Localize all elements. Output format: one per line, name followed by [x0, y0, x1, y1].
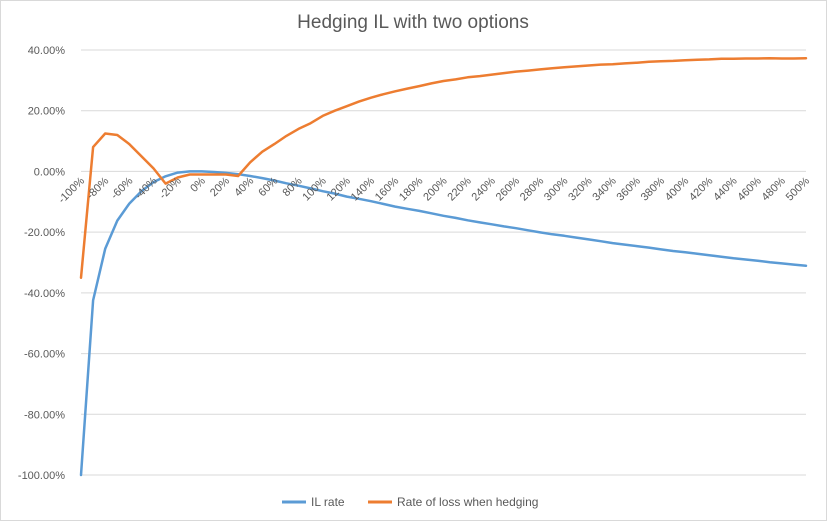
x-tick-label: 120%	[325, 175, 354, 204]
y-tick-label: -100.00%	[18, 470, 65, 482]
x-tick-label: -40%	[133, 175, 160, 202]
legend: IL rate Rate of loss when hedging	[282, 495, 538, 509]
x-tick-label: 500%	[784, 175, 813, 204]
series-line-rate-of-loss	[79, 56, 808, 279]
x-tick-label: 280%	[518, 175, 547, 204]
x-tick-label: 380%	[639, 175, 668, 204]
legend-label-rate-of-loss: Rate of loss when hedging	[397, 495, 538, 509]
y-tick-label: -40.00%	[24, 288, 65, 300]
x-tick-label: -60%	[109, 175, 136, 202]
y-tick-label: -80.00%	[24, 409, 65, 421]
y-tick-label: 20.00%	[28, 106, 66, 118]
x-tick-label: 160%	[373, 175, 402, 204]
x-tick-label: 480%	[760, 175, 789, 204]
x-tick-label: 360%	[615, 175, 644, 204]
y-tick-label: 0.00%	[34, 166, 65, 178]
x-tick-label: 460%	[735, 175, 764, 204]
series-lines	[79, 56, 808, 477]
x-tick-label: 40%	[232, 175, 256, 199]
y-tick-label: -20.00%	[24, 227, 65, 239]
y-tick-label: 40.00%	[28, 45, 66, 57]
x-tick-label: 260%	[494, 175, 523, 204]
series-line-il-rate	[79, 170, 808, 477]
y-tick-label: -60.00%	[24, 349, 65, 361]
gridlines	[81, 49, 806, 476]
x-tick-label: 0%	[188, 175, 208, 195]
x-tick-label: 240%	[470, 175, 499, 204]
x-tick-label: 440%	[711, 175, 740, 204]
x-tick-label: 400%	[663, 175, 692, 204]
x-tick-label: -100%	[56, 175, 87, 206]
x-tick-label: 20%	[208, 175, 232, 199]
chart-title: Hedging IL with two options	[297, 12, 529, 33]
x-tick-label: 220%	[445, 175, 474, 204]
x-tick-label: 340%	[590, 175, 619, 204]
x-tick-label: 420%	[687, 175, 716, 204]
x-axis-ticks: -100%-80%-60%-40%-20% 0% 20% 40% 60% 80%100%1…	[56, 175, 812, 206]
legend-label-il-rate: IL rate	[311, 495, 345, 509]
y-axis-ticks: 40.00% 20.00% 0.00% -20.00% -40.00% -60.00% -8…	[18, 45, 65, 482]
x-tick-label: 300%	[542, 175, 571, 204]
x-tick-label: -80%	[85, 175, 112, 202]
x-tick-label: 320%	[566, 175, 595, 204]
x-tick-label: 100%	[300, 175, 329, 204]
x-tick-label: 200%	[421, 175, 450, 204]
x-tick-label: 180%	[397, 175, 426, 204]
